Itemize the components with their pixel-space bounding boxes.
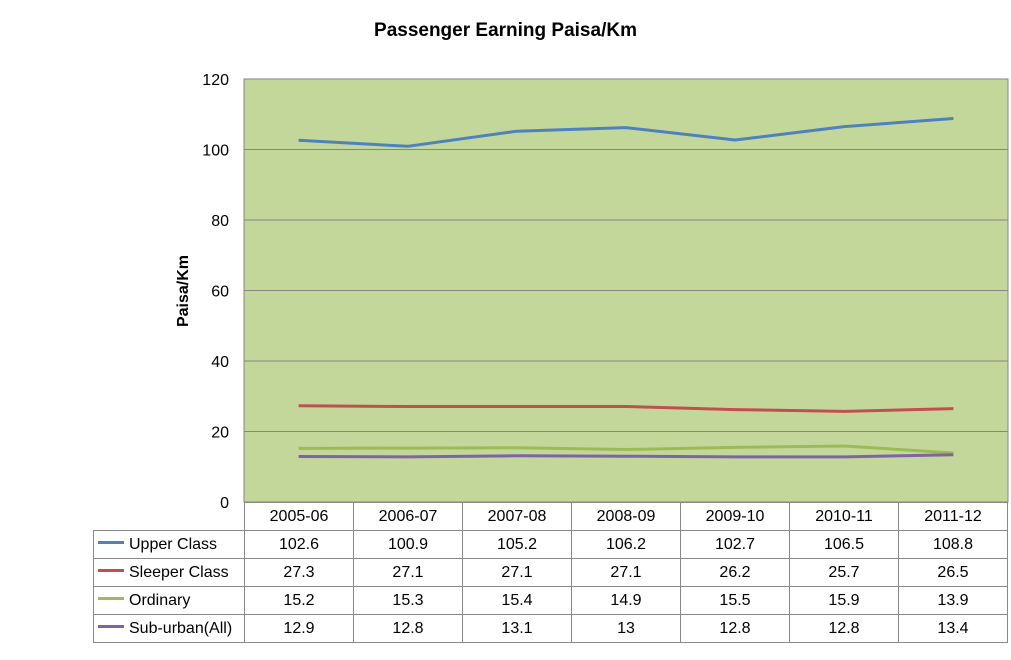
table-row: Ordinary 15.2 15.3 15.4 14.9 15.5 15.9 13.9 <box>93 586 1008 615</box>
x-category-label: 2009-10 <box>680 502 790 531</box>
legend-entry: Ordinary <box>93 586 245 615</box>
data-value-cell: 15.3 <box>353 586 463 615</box>
x-category-label: 2008-09 <box>571 502 681 531</box>
y-tick-label: 100 <box>202 143 229 160</box>
legend-entry: Sleeper Class <box>93 558 245 587</box>
legend-entry: Upper Class <box>93 530 245 559</box>
data-value-cell: 102.6 <box>244 530 354 559</box>
legend-swatch <box>98 568 124 572</box>
table-corner <box>93 502 245 531</box>
legend-entry: Sub-urban(All) <box>93 614 245 643</box>
data-value-cell: 26.2 <box>680 558 790 587</box>
data-value-cell: 13.1 <box>462 614 572 643</box>
y-tick-label: 60 <box>211 284 229 301</box>
data-value-cell: 12.9 <box>244 614 354 643</box>
data-table: 2005-06 2006-07 2007-08 2008-09 2009-10 2010-… <box>93 502 1008 643</box>
x-category-label: 2010-11 <box>789 502 899 531</box>
data-value-cell: 27.3 <box>244 558 354 587</box>
data-value-cell: 108.8 <box>898 530 1008 559</box>
data-value-cell: 106.5 <box>789 530 899 559</box>
data-value-cell: 27.1 <box>571 558 681 587</box>
legend-swatch <box>98 596 124 600</box>
data-value-cell: 13 <box>571 614 681 643</box>
series-line-ordinary <box>298 444 954 455</box>
legend-label: Ordinary <box>129 591 191 609</box>
data-value-cell: 13.9 <box>898 586 1008 615</box>
legend-label: Sub-urban(All) <box>129 619 233 637</box>
y-tick-label: 80 <box>211 213 229 230</box>
series-lines <box>298 117 954 459</box>
legend-swatch <box>98 540 124 544</box>
y-axis-label: Paisa/Km <box>175 255 192 327</box>
series-line-sleeper-class <box>298 404 954 413</box>
y-tick-label: 120 <box>202 72 229 89</box>
x-category-label: 2007-08 <box>462 502 572 531</box>
legend-label: Upper Class <box>129 535 218 553</box>
data-value-cell: 15.4 <box>462 586 572 615</box>
data-value-cell: 106.2 <box>571 530 681 559</box>
data-value-cell: 26.5 <box>898 558 1008 587</box>
data-value-cell: 15.5 <box>680 586 790 615</box>
x-category-label: 2011-12 <box>898 502 1008 531</box>
table-row: Upper Class 102.6 100.9 105.2 106.2 102.7 106.… <box>93 530 1008 559</box>
table-row: Sub-urban(All) 12.9 12.8 13.1 13 12.8 12.8 13.4 <box>93 614 1008 643</box>
table-row: Sleeper Class 27.3 27.1 27.1 27.1 26.2 25.7 26.… <box>93 558 1008 587</box>
y-tick-label: 40 <box>211 354 229 371</box>
table-header-row: 2005-06 2006-07 2007-08 2008-09 2009-10 2010-… <box>93 502 1008 531</box>
data-value-cell: 27.1 <box>353 558 463 587</box>
data-value-cell: 100.9 <box>353 530 463 559</box>
data-value-cell: 15.9 <box>789 586 899 615</box>
series-line-upper-class <box>298 117 954 148</box>
data-value-cell: 12.8 <box>353 614 463 643</box>
data-value-cell: 25.7 <box>789 558 899 587</box>
data-value-cell: 14.9 <box>571 586 681 615</box>
chart-title: Passenger Earning Paisa/Km <box>374 20 637 41</box>
data-value-cell: 13.4 <box>898 614 1008 643</box>
data-value-cell: 102.7 <box>680 530 790 559</box>
data-value-cell: 15.2 <box>244 586 354 615</box>
data-value-cell: 12.8 <box>789 614 899 643</box>
legend-label: Sleeper Class <box>129 563 229 581</box>
series-line-sub-urban-all <box>298 453 954 459</box>
x-category-label: 2006-07 <box>353 502 463 531</box>
data-value-cell: 12.8 <box>680 614 790 643</box>
data-value-cell: 105.2 <box>462 530 572 559</box>
y-tick-label: 20 <box>211 425 229 442</box>
legend-swatch <box>98 624 124 628</box>
data-value-cell: 27.1 <box>462 558 572 587</box>
x-category-label: 2005-06 <box>244 502 354 531</box>
